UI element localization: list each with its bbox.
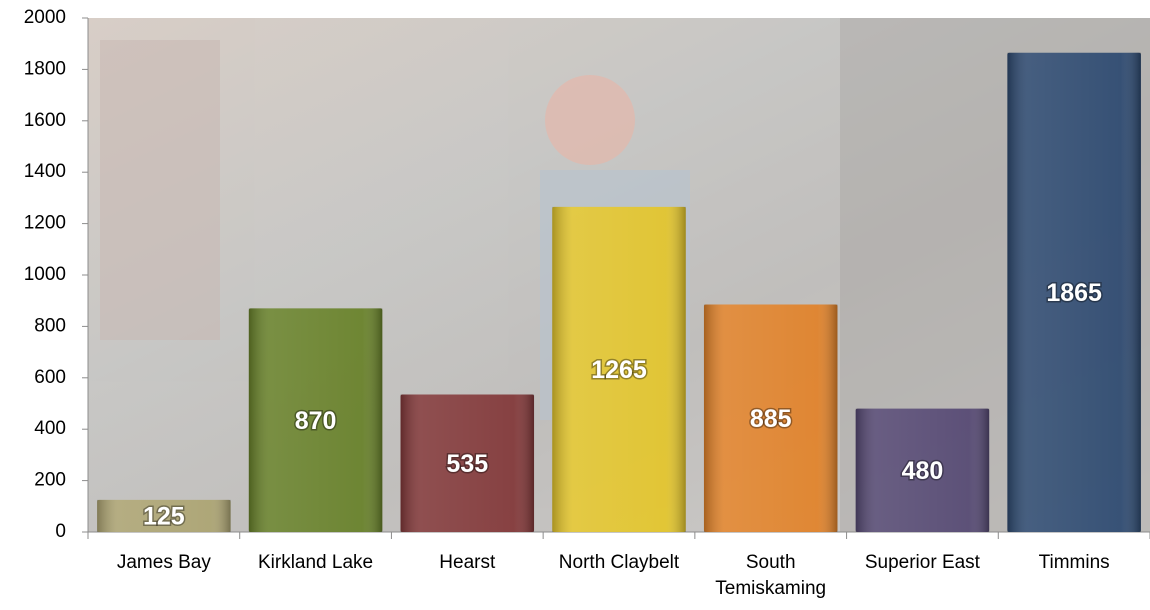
- x-tick-label: Timmins: [1038, 552, 1110, 573]
- y-tick-label: 800: [34, 315, 66, 336]
- y-tick-label: 1800: [24, 58, 66, 79]
- value-label: 870: [295, 407, 337, 435]
- value-label: 125: [143, 503, 185, 531]
- x-tick-label: Superior East: [864, 552, 980, 573]
- value-label: 535: [446, 450, 488, 478]
- y-tick-label: 1000: [24, 264, 66, 285]
- y-tick-label: 0: [55, 521, 66, 542]
- y-tick-label: 1600: [24, 110, 66, 131]
- y-tick-label: 400: [34, 418, 66, 439]
- y-tick-label: 600: [34, 367, 66, 388]
- value-label: 1865: [1046, 279, 1102, 307]
- x-tick-label: Kirkland Lake: [257, 552, 374, 573]
- value-label: 480: [902, 457, 944, 485]
- y-tick-label: 200: [34, 470, 66, 491]
- value-label: 1265: [591, 356, 647, 384]
- x-tick-label: Hearst: [439, 552, 496, 573]
- value-label: 885: [750, 405, 792, 433]
- y-tick-label: 1200: [24, 213, 66, 234]
- y-tick-label: 2000: [24, 7, 66, 28]
- x-tick-label: North Claybelt: [558, 552, 680, 573]
- x-tick-label: James Bay: [116, 552, 211, 573]
- y-tick-label: 1400: [24, 161, 66, 182]
- x-tick-label: South Temiskaming: [715, 552, 827, 599]
